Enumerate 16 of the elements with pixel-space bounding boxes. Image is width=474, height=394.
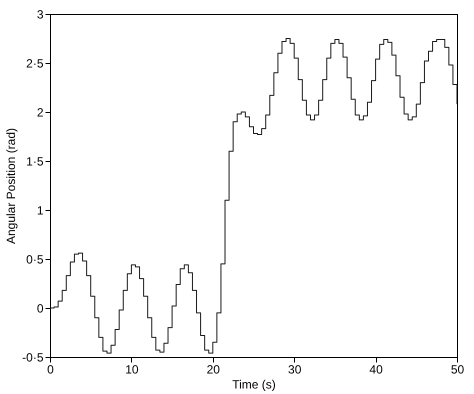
y-axis-title: Angular Position (rad) — [4, 128, 18, 244]
y-tick-label: 2·5 — [26, 56, 44, 70]
y-tick-label: 2 — [36, 106, 44, 120]
x-tick-label: 20 — [206, 362, 220, 376]
x-tick-label: 40 — [369, 362, 384, 376]
x-tick-label: 10 — [125, 362, 139, 376]
y-tick-label: 1·5 — [26, 154, 44, 168]
y-tick-label: 3 — [36, 8, 44, 22]
x-tick-label: 50 — [450, 362, 464, 376]
x-tick-label: 30 — [288, 362, 302, 376]
y-tick-label: 1 — [36, 204, 44, 218]
y-tick-label: 0·5 — [26, 252, 44, 266]
y-tick-label: -0·5 — [22, 350, 44, 364]
x-axis-title: Time (s) — [232, 378, 276, 392]
x-tick-label: 0 — [47, 362, 54, 376]
y-tick-label: 0 — [36, 302, 44, 316]
